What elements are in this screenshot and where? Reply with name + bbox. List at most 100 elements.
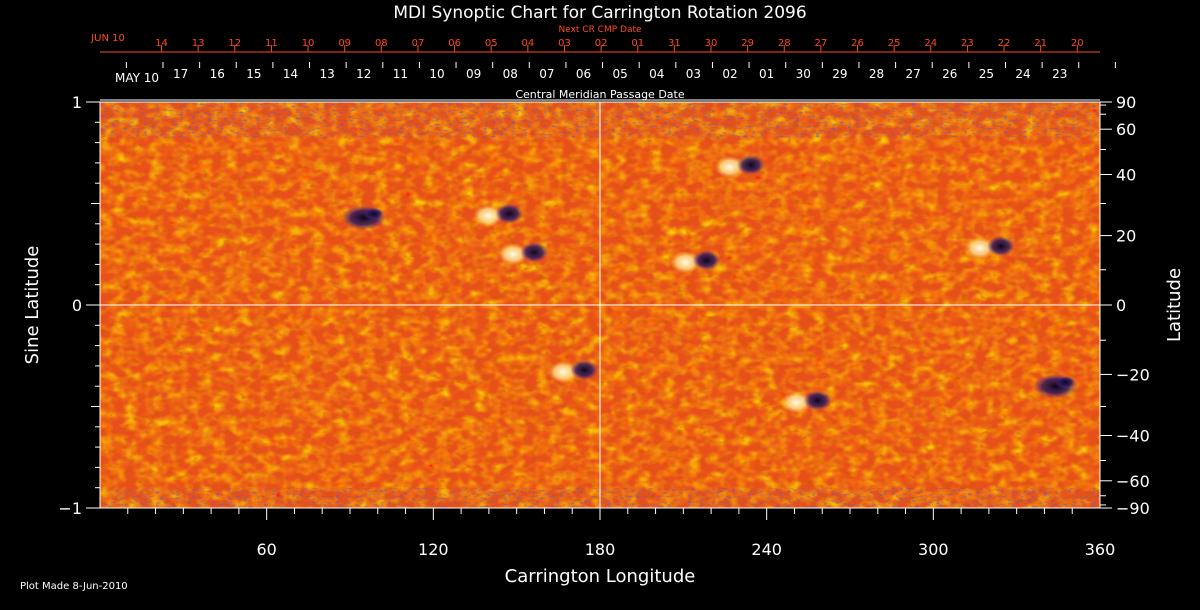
next-cr-day: 27 [815,38,828,49]
cmp-day: 15 [246,67,261,81]
negative-patch [1055,376,1076,389]
next-cr-day: 26 [851,38,864,49]
positive-patch [670,251,701,274]
y-right-tick-label: 20 [1116,227,1136,246]
next-cr-day: 22 [998,38,1011,49]
negative-patch [986,236,1015,257]
x-axis: 60 120 180 240 300 360 [127,508,1116,559]
y-right-tick-label: −20 [1116,365,1150,384]
next-cr-day: 29 [741,38,754,49]
negative-patch [803,390,832,411]
plot-made-footer: Plot Made 8-Jun-2010 [20,581,128,592]
next-cr-axis-label: Next CR CMP Date [558,25,642,35]
next-cr-day: 12 [228,38,241,49]
next-cr-day: 28 [778,38,791,49]
positive-patch [548,360,579,383]
next-cr-day: 04 [521,38,534,49]
next-cr-day: 11 [265,38,278,49]
next-cr-day: 01 [631,38,644,49]
y-axis-left-label: Sine Latitude [22,246,43,365]
cmp-day: 28 [869,67,884,81]
active-region-4 [714,154,765,178]
y-axis-right-label: Latitude [1164,268,1185,342]
y-left-tick-label: 0 [72,296,82,315]
cmp-day: 14 [283,67,298,81]
cmp-start-label: MAY 10 [115,71,159,85]
grid-lines [100,102,1100,508]
cmp-day: 06 [576,67,591,81]
cmp-day: 11 [393,67,408,81]
negative-patch [363,207,384,220]
next-cr-day: 06 [448,38,461,49]
negative-patch [570,359,599,380]
cmp-ticks: 17 16 15 14 13 12 11 10 09 08 07 06 05 04 03 02 01 30 29 28… [100,62,1116,101]
next-cr-day: 10 [302,38,315,49]
y-right-tick-label: 40 [1116,166,1136,185]
next-cr-day: 05 [485,38,498,49]
next-cr-day: 13 [192,38,205,49]
active-region-2 [548,359,599,383]
cmp-day: 17 [173,67,188,81]
next-cr-day: 09 [338,38,351,49]
next-cr-day: 23 [961,38,974,49]
y-right-tick-label: 90 [1116,93,1136,112]
x-tick-label: 60 [256,540,276,559]
y-axis-left: 1 0 −1 [58,93,100,518]
chart-title: MDI Synoptic Chart for Carrington Rotati… [393,3,806,23]
cmp-day: 13 [319,67,334,81]
next-cr-ticks: 14 13 12 11 10 09 08 07 06 05 04 03 02 01 31 30 29 28 27 26… [155,38,1084,52]
active-region-6 [964,236,1015,260]
x-tick-label: 240 [751,540,782,559]
cmp-day: 09 [466,67,481,81]
next-cr-day: 14 [155,38,168,49]
cmp-day: 08 [503,67,518,81]
x-axis-label: Carrington Longitude [505,566,696,587]
cmp-day: 05 [613,67,628,81]
next-cr-day: 24 [924,38,937,49]
active-region-7 [1033,374,1078,399]
x-tick-label: 300 [918,540,949,559]
positive-patch [498,243,529,266]
negative-patch [692,250,721,271]
cmp-day: 12 [356,67,371,81]
cmp-day: 16 [210,67,225,81]
positive-patch [714,155,745,178]
cmp-axis-label: Central Meridian Passage Date [515,88,684,101]
cmp-day: 07 [539,67,554,81]
next-cr-day: 21 [1034,38,1047,49]
next-cr-day: 02 [595,38,608,49]
negative-patch [736,154,765,175]
cmp-day: 10 [429,67,444,81]
y-left-tick-label: 1 [72,93,82,112]
active-region-9 [498,242,549,266]
positive-patch [964,237,995,260]
y-right-tick-label: −60 [1116,472,1150,491]
y-axis-right: 90 60 40 20 0 −20 −40 −60 −90 [1100,93,1150,518]
x-tick-label: 180 [585,540,616,559]
active-region-5 [781,390,832,414]
cmp-day: 02 [722,67,737,81]
cmp-day: 27 [906,67,921,81]
next-cr-day: 03 [558,38,571,49]
cmp-day: 29 [832,67,847,81]
next-cr-day: 25 [888,38,901,49]
cmp-day: 04 [649,67,664,81]
cmp-day: 03 [686,67,701,81]
next-cr-day: 08 [375,38,388,49]
positive-patch [473,204,504,227]
negative-patch [495,203,524,224]
active-regions [341,154,1078,414]
plot-area [99,101,1101,509]
y-right-tick-label: −40 [1116,426,1150,445]
active-region-8 [341,205,386,230]
cmp-day: 30 [796,67,811,81]
next-cr-start-label: JUN 10 [90,33,125,44]
y-left-tick-label: −1 [58,499,82,518]
y-right-tick-label: 60 [1116,120,1136,139]
x-tick-label: 360 [1085,540,1116,559]
negative-patch [520,242,549,263]
y-right-tick-label: 0 [1116,296,1126,315]
active-region-3 [670,250,721,274]
y-right-tick-label: −90 [1116,499,1150,518]
